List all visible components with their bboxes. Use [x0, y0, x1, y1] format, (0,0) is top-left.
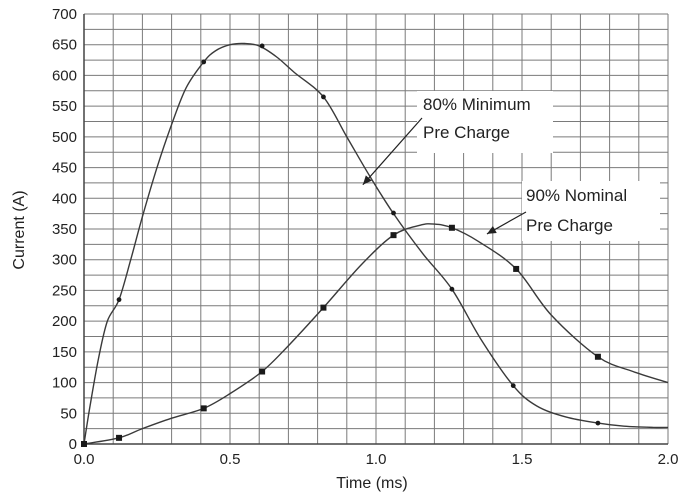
series-1-marker — [201, 59, 207, 65]
x-tick-labels: 0.0 0.5 1.0 1.5 2.0 — [74, 451, 679, 468]
annotation-arrows — [362, 117, 527, 235]
series-1-marker — [321, 94, 326, 100]
y-tick-label: 600 — [52, 67, 77, 84]
annotation-2-background — [522, 181, 660, 241]
y-tick-label: 550 — [52, 98, 77, 115]
y-tick-label: 150 — [52, 344, 77, 361]
annotation-1-arrow-line — [362, 117, 423, 186]
x-tick-label: 1.0 — [366, 451, 387, 468]
y-tick-label: 300 — [52, 252, 77, 269]
y-axis-title: Current (A) — [11, 190, 28, 269]
y-tick-label: 0 — [69, 436, 77, 453]
annotations: 80% Minimum Pre Charge 90% Nominal Pre C… — [417, 91, 660, 241]
series-2-marker — [513, 265, 520, 272]
series-2-marker — [448, 224, 455, 231]
series-1-marker — [510, 383, 516, 389]
annotation-1-line-2: Pre Charge — [423, 123, 510, 142]
series-2-marker — [200, 405, 207, 412]
x-axis-title: Time (ms) — [336, 475, 407, 492]
annotation-2-line-2: Pre Charge — [526, 216, 613, 235]
series-2-marker — [390, 232, 397, 239]
y-tick-label: 650 — [52, 37, 77, 54]
y-tick-label: 50 — [60, 405, 77, 422]
annotation-1-line-1: 80% Minimum — [423, 95, 531, 114]
series-1-marker — [116, 297, 122, 303]
series-1-marker — [449, 286, 455, 292]
series-1-marker — [595, 420, 601, 426]
x-tick-label: 0.5 — [220, 451, 241, 468]
y-tick-label: 350 — [52, 221, 77, 238]
series-1-marker — [391, 210, 396, 216]
y-tick-label: 700 — [52, 6, 77, 23]
y-tick-label: 500 — [52, 129, 77, 146]
annotation-2-line-1: 90% Nominal — [526, 186, 627, 205]
axes — [83, 14, 668, 445]
series-2-marker — [259, 368, 266, 375]
series-2-marker — [116, 434, 123, 441]
y-tick-label: 100 — [52, 375, 77, 392]
y-tick-label: 450 — [52, 160, 77, 177]
y-tick-label: 400 — [52, 190, 77, 207]
series-2-line — [83, 223, 669, 445]
x-tick-label: 2.0 — [658, 451, 679, 468]
x-tick-label: 0.0 — [74, 451, 95, 468]
series-1-line — [83, 42, 669, 445]
annotation-1-arrow-head — [362, 175, 372, 185]
series-1-marker — [259, 43, 265, 49]
series-2-marker — [320, 304, 327, 311]
y-tick-label: 250 — [52, 282, 77, 299]
y-tick-labels: 0 50 100 150 200 250 300 350 400 450 500 550 600 650 7… — [52, 6, 77, 453]
x-tick-label: 1.5 — [512, 451, 533, 468]
series-2-marker — [81, 441, 87, 447]
marker-group — [81, 43, 601, 447]
series-group — [83, 42, 669, 445]
annotation-1-background — [417, 91, 553, 153]
annotation-2-arrow-head — [486, 226, 497, 234]
series-2-marker — [594, 353, 601, 360]
y-tick-label: 200 — [52, 313, 77, 330]
